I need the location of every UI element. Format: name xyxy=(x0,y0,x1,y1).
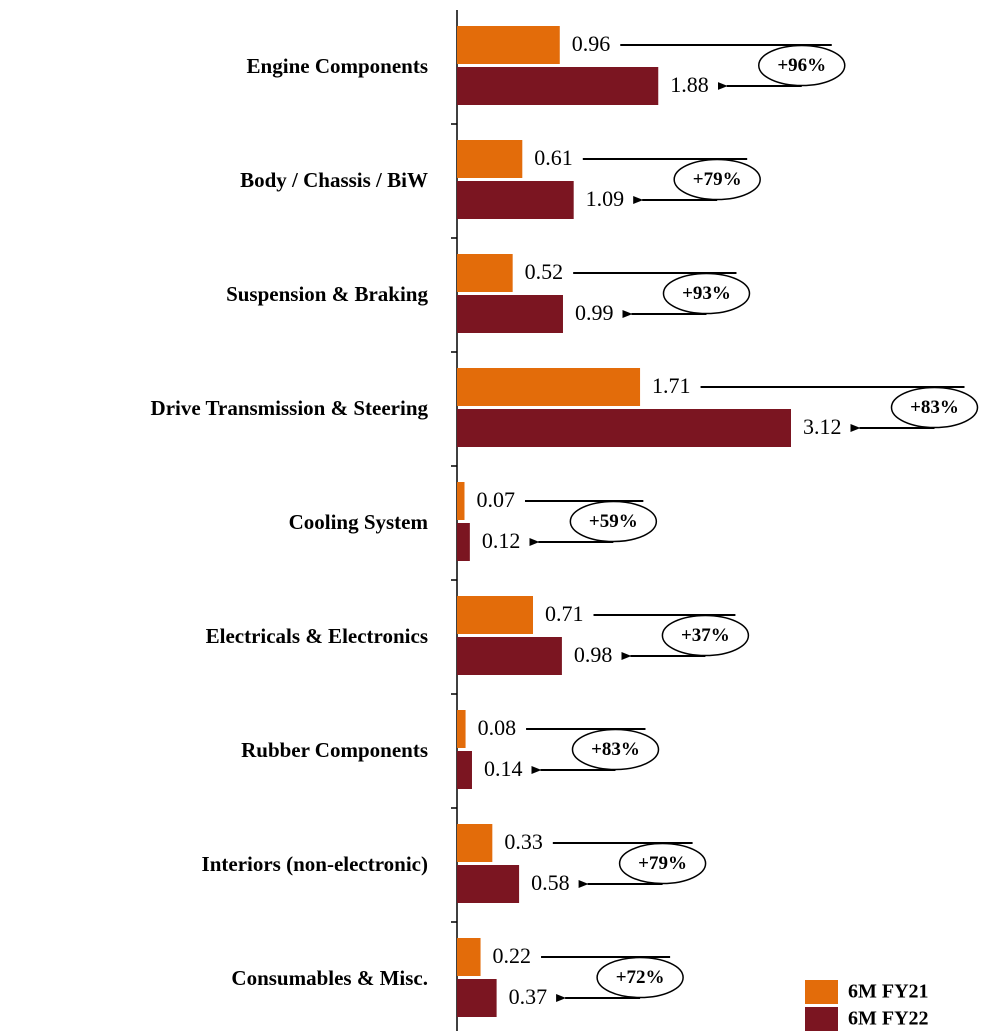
value-label: 0.22 xyxy=(493,943,532,968)
bar xyxy=(457,637,562,675)
value-label: 0.98 xyxy=(574,642,613,667)
growth-bubble xyxy=(662,272,751,315)
bar xyxy=(457,938,481,976)
value-label: 1.71 xyxy=(652,373,691,398)
category-label: Cooling System xyxy=(289,510,429,534)
value-label: 0.12 xyxy=(482,528,521,553)
legend-label: 6M FY21 xyxy=(848,981,929,1003)
value-label: 0.71 xyxy=(545,601,584,626)
value-label: 0.52 xyxy=(525,259,564,284)
growth-label: +93% xyxy=(682,283,731,304)
growth-bubble xyxy=(758,44,846,87)
category-label: Suspension & Braking xyxy=(226,282,428,306)
bar xyxy=(457,409,791,447)
bar xyxy=(457,865,520,903)
category-label: Drive Transmission & Steering xyxy=(151,396,429,420)
legend-swatch xyxy=(805,1007,838,1031)
bar xyxy=(457,523,470,561)
growth-label: +37% xyxy=(681,625,730,646)
value-label: 0.96 xyxy=(572,31,611,56)
category-label: Engine Components xyxy=(247,54,428,78)
category-label: Consumables & Misc. xyxy=(231,966,428,990)
bar xyxy=(457,254,513,292)
bar xyxy=(457,295,563,333)
category-label: Body / Chassis / BiW xyxy=(240,168,428,192)
bar xyxy=(457,596,534,634)
growth-bubble xyxy=(673,158,761,201)
bar xyxy=(457,824,493,862)
value-label: 1.09 xyxy=(586,186,625,211)
legend-label: 6M FY22 xyxy=(848,1008,929,1030)
category-label: Interiors (non-electronic) xyxy=(202,852,428,876)
value-label: 0.58 xyxy=(531,870,570,895)
category-label: Electricals & Electronics xyxy=(206,624,428,648)
value-label: 1.88 xyxy=(670,72,709,97)
bar xyxy=(457,26,560,64)
growth-bubble xyxy=(571,728,660,771)
bar xyxy=(457,140,523,178)
value-label: 3.12 xyxy=(803,414,842,439)
growth-bubble xyxy=(890,386,979,429)
growth-bubble xyxy=(596,956,684,999)
value-label: 0.37 xyxy=(509,984,548,1009)
growth-bubble xyxy=(661,614,750,657)
value-label: 0.33 xyxy=(504,829,542,854)
legend-swatch xyxy=(805,980,838,1004)
growth-label: +79% xyxy=(638,853,687,874)
bar xyxy=(457,368,641,406)
bar xyxy=(457,979,497,1017)
value-label: 0.99 xyxy=(575,300,614,325)
growth-label: +83% xyxy=(910,397,959,418)
bar xyxy=(457,482,465,520)
growth-label: +72% xyxy=(616,967,665,988)
growth-label: +59% xyxy=(589,511,638,532)
value-label: 0.61 xyxy=(534,145,573,170)
value-label: 0.07 xyxy=(476,487,515,512)
growth-bubble xyxy=(569,500,658,543)
growth-label: +96% xyxy=(777,55,826,76)
growth-label: +79% xyxy=(693,169,742,190)
bar xyxy=(457,710,466,748)
bar xyxy=(457,67,659,105)
growth-bubble xyxy=(618,842,707,885)
bar xyxy=(457,181,574,219)
category-label: Rubber Components xyxy=(241,738,428,762)
bar xyxy=(457,751,472,789)
value-label: 0.14 xyxy=(484,756,523,781)
growth-label: +83% xyxy=(591,739,640,760)
value-label: 0.08 xyxy=(478,715,516,740)
